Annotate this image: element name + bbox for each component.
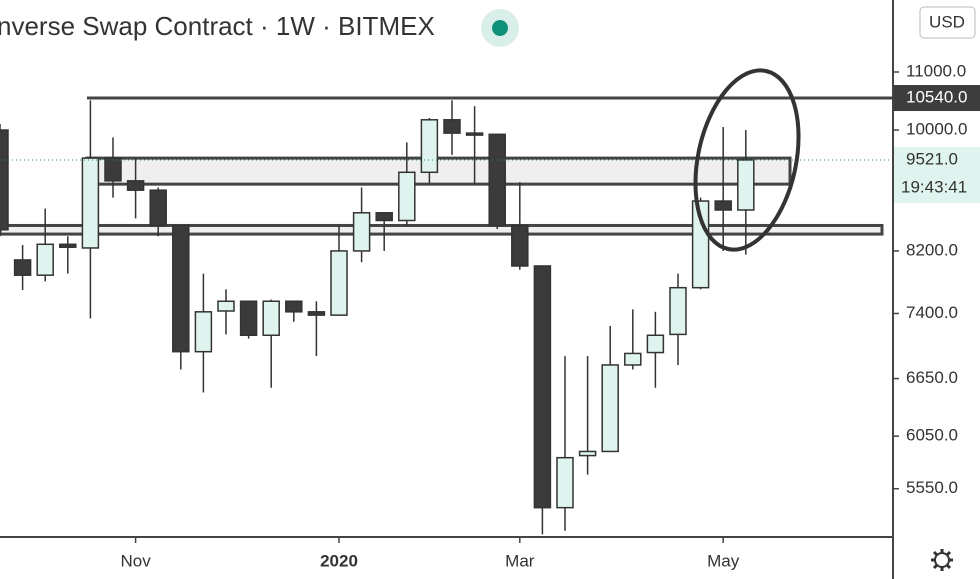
time-axis: Nov 2020 Mar May bbox=[120, 537, 740, 570]
y-tick-label: 7400.0 bbox=[906, 303, 958, 322]
candle-body bbox=[307, 311, 326, 316]
price-line-label-box bbox=[894, 85, 980, 112]
currency-label[interactable]: USD bbox=[929, 12, 965, 31]
candle-body bbox=[488, 133, 506, 227]
candle-body bbox=[511, 224, 529, 267]
candle-body bbox=[714, 200, 732, 211]
candle-body bbox=[556, 456, 574, 509]
currency-button[interactable] bbox=[919, 6, 976, 39]
candle-body bbox=[624, 352, 642, 366]
candle-body bbox=[172, 224, 190, 353]
zone bbox=[85, 156, 792, 186]
x-tick-label: Mar bbox=[505, 551, 535, 570]
candle-body bbox=[737, 159, 755, 211]
price-axis: 11000.0 10000.0 8200.0 7400.0 6650.0 6050.0 55… bbox=[893, 61, 980, 497]
candle-body bbox=[81, 157, 100, 249]
status-dot bbox=[492, 20, 508, 36]
candle-body bbox=[375, 212, 393, 222]
candle-body bbox=[13, 259, 32, 276]
annotation-ellipse bbox=[693, 68, 801, 252]
settings-gear[interactable] bbox=[931, 549, 953, 571]
candle-body bbox=[646, 334, 665, 354]
y-tick-label: 6650.0 bbox=[906, 368, 958, 387]
candle-body bbox=[578, 450, 597, 457]
title-background bbox=[0, 6, 530, 50]
y-tick-label: 8200.0 bbox=[906, 240, 958, 259]
x-tick-label: Nov bbox=[120, 551, 151, 570]
last-price-label: 9521.0 bbox=[906, 149, 958, 168]
x-tick-label: 2020 bbox=[320, 551, 358, 570]
last-price-box bbox=[894, 146, 980, 203]
candle-body bbox=[0, 129, 9, 231]
y-tick-label: 10000.0 bbox=[906, 120, 967, 139]
candle-body bbox=[691, 200, 710, 289]
y-tick-label: 6050.0 bbox=[906, 426, 958, 445]
zone bbox=[0, 223, 884, 236]
candle-body bbox=[104, 157, 122, 182]
candle-body bbox=[217, 300, 235, 312]
candle-body bbox=[420, 119, 439, 174]
y-tick-label: 5550.0 bbox=[906, 478, 958, 497]
candle-body bbox=[262, 300, 280, 337]
candle-body bbox=[330, 250, 348, 316]
candle-body bbox=[443, 119, 461, 134]
candle-body bbox=[194, 311, 213, 353]
y-tick-label: 11000.0 bbox=[906, 61, 966, 80]
candle-body bbox=[533, 265, 552, 509]
candle-body bbox=[126, 180, 145, 191]
x-tick-label: May bbox=[707, 551, 740, 570]
candle-body bbox=[285, 300, 303, 313]
candle-body bbox=[59, 243, 77, 248]
candle-body bbox=[239, 300, 258, 337]
candle-body bbox=[149, 189, 167, 227]
chart-title: nverse Swap Contract · 1W · BITMEX bbox=[0, 11, 435, 41]
candle-body bbox=[352, 212, 371, 252]
candle-body bbox=[36, 243, 54, 276]
candle-body bbox=[669, 286, 687, 336]
price-line-label: 10540.0 bbox=[906, 87, 967, 106]
candle-body bbox=[465, 132, 484, 136]
countdown-label: 19:43:41 bbox=[901, 177, 967, 196]
plot-area bbox=[0, 96, 893, 535]
candle-body bbox=[601, 364, 619, 453]
candle-body bbox=[398, 171, 416, 222]
